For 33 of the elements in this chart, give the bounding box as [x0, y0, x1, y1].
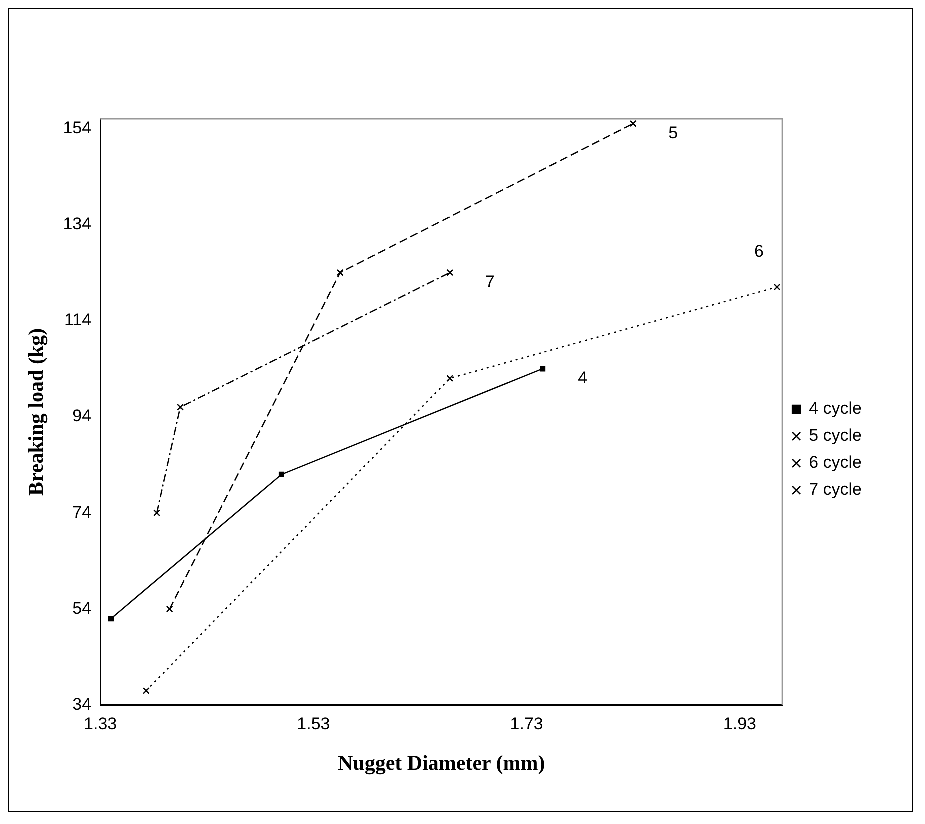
point — [540, 366, 546, 372]
x-tick-label: 1.73 — [510, 714, 544, 734]
legend-label: 6 cycle — [809, 453, 862, 472]
y-tick-label: 154 — [63, 118, 92, 138]
point — [630, 120, 637, 128]
annotation: 5 — [668, 123, 678, 142]
x-axis-title: Nugget Diameter (mm) — [338, 750, 546, 775]
point — [446, 269, 454, 276]
point — [774, 284, 781, 291]
point — [166, 606, 174, 613]
point — [177, 404, 184, 411]
point — [446, 375, 454, 382]
y-tick-label: 74 — [72, 502, 92, 522]
point — [278, 472, 284, 478]
legend-label: 5 cycle — [809, 426, 862, 446]
annotation: 6 — [754, 242, 764, 261]
point — [336, 269, 344, 276]
x-tick-label: 1.53 — [297, 714, 330, 734]
x-tick-label: 1.33 — [84, 714, 118, 734]
y-tick-label: 54 — [72, 598, 92, 618]
annotation: 7 — [485, 272, 495, 292]
legend-label: 4 cycle — [809, 399, 862, 418]
y-tick-label: 134 — [63, 214, 92, 234]
y-tick-label: 114 — [64, 310, 92, 330]
point — [142, 688, 150, 694]
x-tick-label: 1.93 — [723, 714, 757, 734]
y-tick-label: 34 — [72, 695, 92, 714]
point — [108, 616, 114, 622]
legend-label: 7 cycle — [809, 480, 862, 500]
annotation: 4 — [578, 368, 588, 388]
y-tick-label: 94 — [72, 406, 92, 426]
y-axis-title: Breaking load (kg) — [24, 328, 48, 496]
point — [154, 510, 161, 517]
